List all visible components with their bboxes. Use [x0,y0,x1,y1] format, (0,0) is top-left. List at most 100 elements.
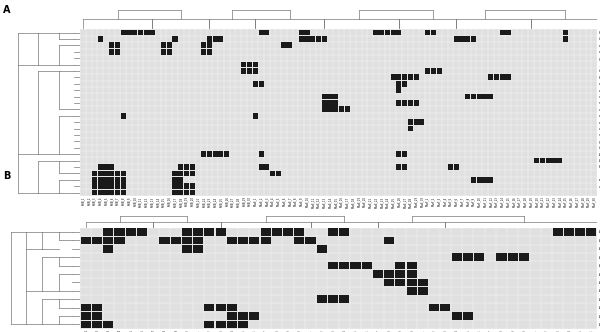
Bar [465,36,470,42]
Bar [505,74,511,80]
Bar [402,100,407,106]
Bar [115,237,125,244]
Bar [207,42,212,48]
Bar [115,49,120,55]
Bar [98,36,103,42]
Bar [238,237,248,244]
Bar [207,49,212,55]
Bar [395,279,406,286]
Bar [249,237,259,244]
Bar [488,74,493,80]
Bar [259,81,263,87]
Bar [98,190,103,196]
Bar [575,228,585,236]
Bar [519,253,529,261]
Bar [260,228,271,236]
Bar [81,312,91,320]
Bar [143,30,149,36]
Bar [178,177,183,183]
Bar [121,113,126,119]
Bar [212,36,218,42]
Bar [215,304,226,311]
Bar [350,262,361,269]
Bar [270,171,275,176]
Bar [471,94,476,100]
Bar [127,30,131,36]
Bar [322,94,327,100]
Bar [92,177,97,183]
Bar [253,113,258,119]
Bar [205,304,214,311]
Bar [178,183,183,189]
Bar [272,228,282,236]
Bar [238,321,248,328]
Bar [126,228,136,236]
Bar [178,190,183,196]
Bar [264,30,269,36]
Bar [437,68,442,74]
Bar [281,42,287,48]
Bar [408,119,413,125]
Bar [172,36,178,42]
Bar [333,107,338,112]
Bar [471,36,476,42]
Bar [227,312,237,320]
Bar [121,30,126,36]
Bar [463,312,473,320]
Bar [103,171,109,176]
Bar [227,237,237,244]
Bar [253,68,258,74]
Bar [431,30,436,36]
Bar [586,228,596,236]
Bar [407,287,416,294]
Bar [109,190,115,196]
Bar [109,164,115,170]
Bar [395,270,406,278]
Bar [317,295,327,303]
Bar [408,74,413,80]
Bar [408,126,413,131]
Bar [227,321,237,328]
Bar [540,158,545,163]
Bar [121,177,126,183]
Bar [397,87,401,93]
Bar [395,262,406,269]
Bar [407,279,416,286]
Bar [440,304,451,311]
Bar [207,36,212,42]
Bar [149,30,155,36]
Bar [172,190,178,196]
Bar [452,253,461,261]
Bar [471,177,476,183]
Bar [339,262,349,269]
Bar [81,304,91,311]
Bar [500,74,505,80]
Bar [339,295,349,303]
Bar [115,183,120,189]
Bar [397,100,401,106]
Bar [384,270,394,278]
Bar [294,228,304,236]
Bar [227,304,237,311]
Bar [402,81,407,87]
Bar [344,107,350,112]
Bar [184,183,189,189]
Bar [379,30,384,36]
Bar [121,183,126,189]
Bar [397,74,401,80]
Bar [241,62,247,67]
Bar [463,253,473,261]
Bar [551,158,557,163]
Bar [218,36,223,42]
Bar [418,287,428,294]
Bar [115,190,120,196]
Bar [184,164,189,170]
Bar [98,177,103,183]
Bar [494,74,499,80]
Bar [373,30,379,36]
Bar [182,245,192,253]
Bar [391,74,396,80]
Bar [182,237,192,244]
Bar [505,30,511,36]
Bar [322,36,327,42]
